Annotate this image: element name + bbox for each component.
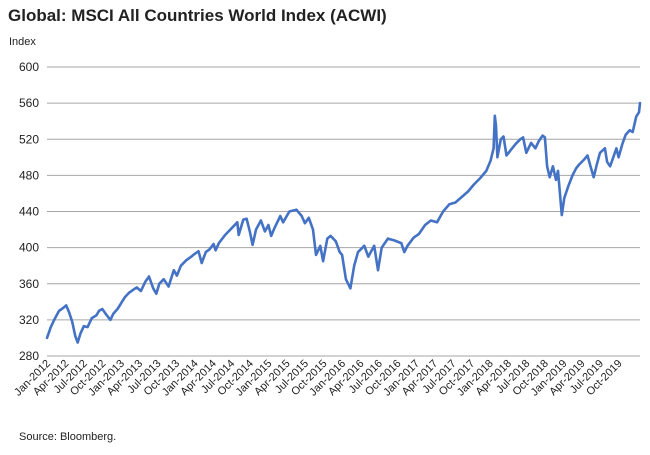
y-tick-label: 360 [19,277,39,291]
y-tick-label: 400 [19,241,39,255]
y-tick-label: 600 [19,60,39,74]
y-tick-label: 560 [19,96,39,110]
y-tick-label: 320 [19,313,39,327]
source-note: Source: Bloomberg. [19,431,117,443]
y-tick-label: 520 [19,132,39,146]
series-group [45,101,642,344]
y-tick-label: 440 [19,205,39,219]
x-tick-labels: Jan-2012Apr-2012Jul-2012Oct-2012Jan-2013… [12,358,625,399]
chart-title: Global: MSCI All Countries World Index (… [8,6,387,25]
y-axis-label: Index [9,36,36,48]
y-tick-label: 480 [19,168,39,182]
gridlines [47,66,640,357]
y-tick-labels: 280 320 360 400 440 480 520 560 600 [19,60,39,363]
y-tick-label: 280 [19,349,39,363]
series-line [45,101,642,344]
